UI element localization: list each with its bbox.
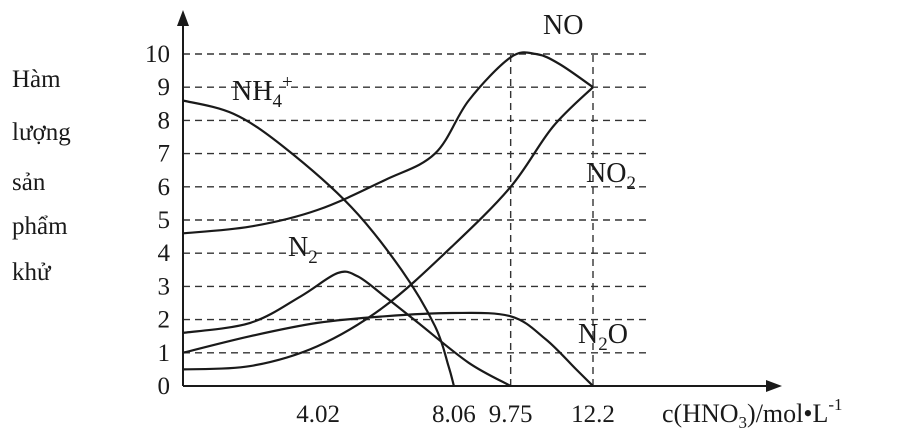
y-tick-label: 4 [158,240,171,267]
series-label: NH4+ [232,72,293,112]
axes [177,10,782,392]
series-line-no [182,51,594,235]
x-tick-label: 9.75 [489,401,533,428]
y-tick-label: 2 [158,307,171,334]
y-tick-label: 10 [145,41,170,68]
series-line-n2 [182,270,512,387]
series-label: N2 [288,232,318,268]
y-axis-title-line: sản [12,169,46,196]
y-tick-label: 7 [158,141,171,168]
x-tick-label: 12.2 [571,401,615,428]
x-axis-title: c(HNO3)/mol•L-1 [662,395,843,428]
y-axis-title-line: khử [12,259,51,286]
x-tick-label: 4.02 [296,401,340,428]
y-tick-labels: 0 1 2 3 4 5 6 7 8 9 10 [145,41,171,400]
y-axis-title-line: phẩm [12,213,68,240]
x-tick-labels: 4.02 8.06 9.75 12.2 [296,401,615,428]
y-tick-label: 5 [158,207,171,234]
y-axis-title-line: Hàm [12,66,61,93]
y-axis-arrow-icon [177,10,189,26]
series-labels: NO NO2 NH4+ N2 N2O [232,10,636,355]
y-tick-label: 0 [158,373,171,400]
series-line-no2 [182,86,594,371]
series-line-n2o [182,311,594,387]
x-tick-label: 8.06 [432,401,476,428]
y-tick-label: 9 [158,74,171,101]
x-axis-arrow-icon [766,380,782,392]
series-line-nh4 [182,99,455,387]
y-tick-label: 3 [158,273,171,300]
y-axis-title-line: lượng [12,119,71,146]
series-lines [182,51,594,387]
y-tick-label: 6 [158,174,171,201]
series-label: N2O [578,319,628,355]
series-label: NO [543,10,583,41]
y-tick-label: 1 [158,340,171,367]
series-label: NO2 [586,158,636,194]
y-tick-label: 8 [158,107,171,134]
